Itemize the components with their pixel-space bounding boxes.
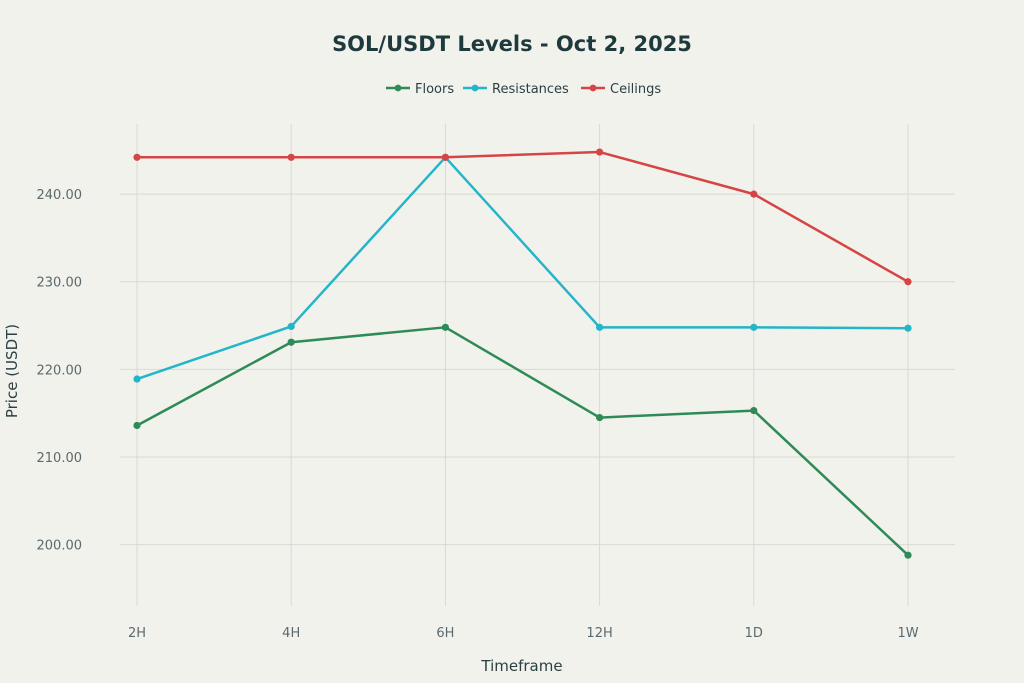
legend-label: Floors bbox=[415, 82, 454, 97]
data-point-ceilings[interactable] bbox=[596, 148, 604, 156]
data-point-floors[interactable] bbox=[904, 551, 912, 559]
data-point-floors[interactable] bbox=[596, 413, 604, 422]
data-point-floors[interactable] bbox=[133, 421, 141, 430]
data-point-resistances[interactable] bbox=[287, 322, 295, 331]
legend-swatch-marker bbox=[471, 84, 479, 92]
y-tick-label: 230.00 bbox=[37, 276, 83, 291]
x-tick-label: 12H bbox=[586, 626, 612, 641]
legend-item-resistances[interactable]: Resistances bbox=[463, 82, 569, 97]
y-tick-label: 210.00 bbox=[37, 451, 83, 466]
legend-swatch-marker bbox=[589, 84, 597, 92]
x-tick-label: 1W bbox=[897, 626, 918, 641]
series-line-floors bbox=[135, 326, 910, 557]
data-point-floors[interactable] bbox=[750, 406, 758, 415]
data-point-ceilings[interactable] bbox=[441, 153, 449, 161]
legend: Floors Resistances Ceilings bbox=[386, 82, 661, 97]
series-line-ceilings bbox=[135, 150, 910, 283]
series-resistances bbox=[133, 153, 912, 383]
legend-item-floors[interactable]: Floors bbox=[386, 82, 454, 97]
y-tick-label: 220.00 bbox=[37, 363, 83, 378]
data-point-resistances[interactable] bbox=[133, 375, 141, 383]
series-layer bbox=[133, 148, 912, 559]
data-point-resistances[interactable] bbox=[596, 323, 604, 331]
data-point-floors[interactable] bbox=[441, 323, 449, 331]
x-tick-label: 2H bbox=[128, 626, 146, 641]
x-tick-label: 1D bbox=[745, 626, 763, 641]
x-tick-label: 6H bbox=[436, 626, 454, 641]
x-axis-title: Timeframe bbox=[480, 657, 562, 675]
data-point-resistances[interactable] bbox=[904, 324, 912, 332]
data-point-floors[interactable] bbox=[287, 338, 295, 346]
y-tick-label: 200.00 bbox=[37, 539, 83, 554]
chart-title: SOL/USDT Levels - Oct 2, 2025 bbox=[332, 32, 692, 56]
data-point-ceilings[interactable] bbox=[287, 153, 295, 161]
series-line-resistances bbox=[135, 156, 910, 381]
legend-swatch-marker bbox=[394, 84, 402, 92]
legend-label: Resistances bbox=[492, 82, 569, 97]
data-point-resistances[interactable] bbox=[750, 323, 758, 331]
x-tick-label: 4H bbox=[282, 626, 300, 641]
y-tick-label: 240.00 bbox=[37, 188, 83, 203]
grid bbox=[120, 124, 955, 606]
series-floors bbox=[133, 323, 912, 559]
data-point-ceilings[interactable] bbox=[750, 190, 758, 198]
y-axis-ticks: 200.00 210.00 220.00 230.00 240.00 bbox=[37, 188, 83, 554]
data-point-ceilings[interactable] bbox=[904, 278, 912, 286]
y-axis-title: Price (USDT) bbox=[3, 324, 21, 418]
legend-label: Ceilings bbox=[610, 82, 661, 97]
series-ceilings bbox=[133, 148, 912, 286]
x-axis-ticks: 2H 4H 6H 12H 1D 1W bbox=[128, 626, 919, 641]
legend-item-ceilings[interactable]: Ceilings bbox=[581, 82, 661, 97]
data-point-ceilings[interactable] bbox=[133, 153, 141, 161]
